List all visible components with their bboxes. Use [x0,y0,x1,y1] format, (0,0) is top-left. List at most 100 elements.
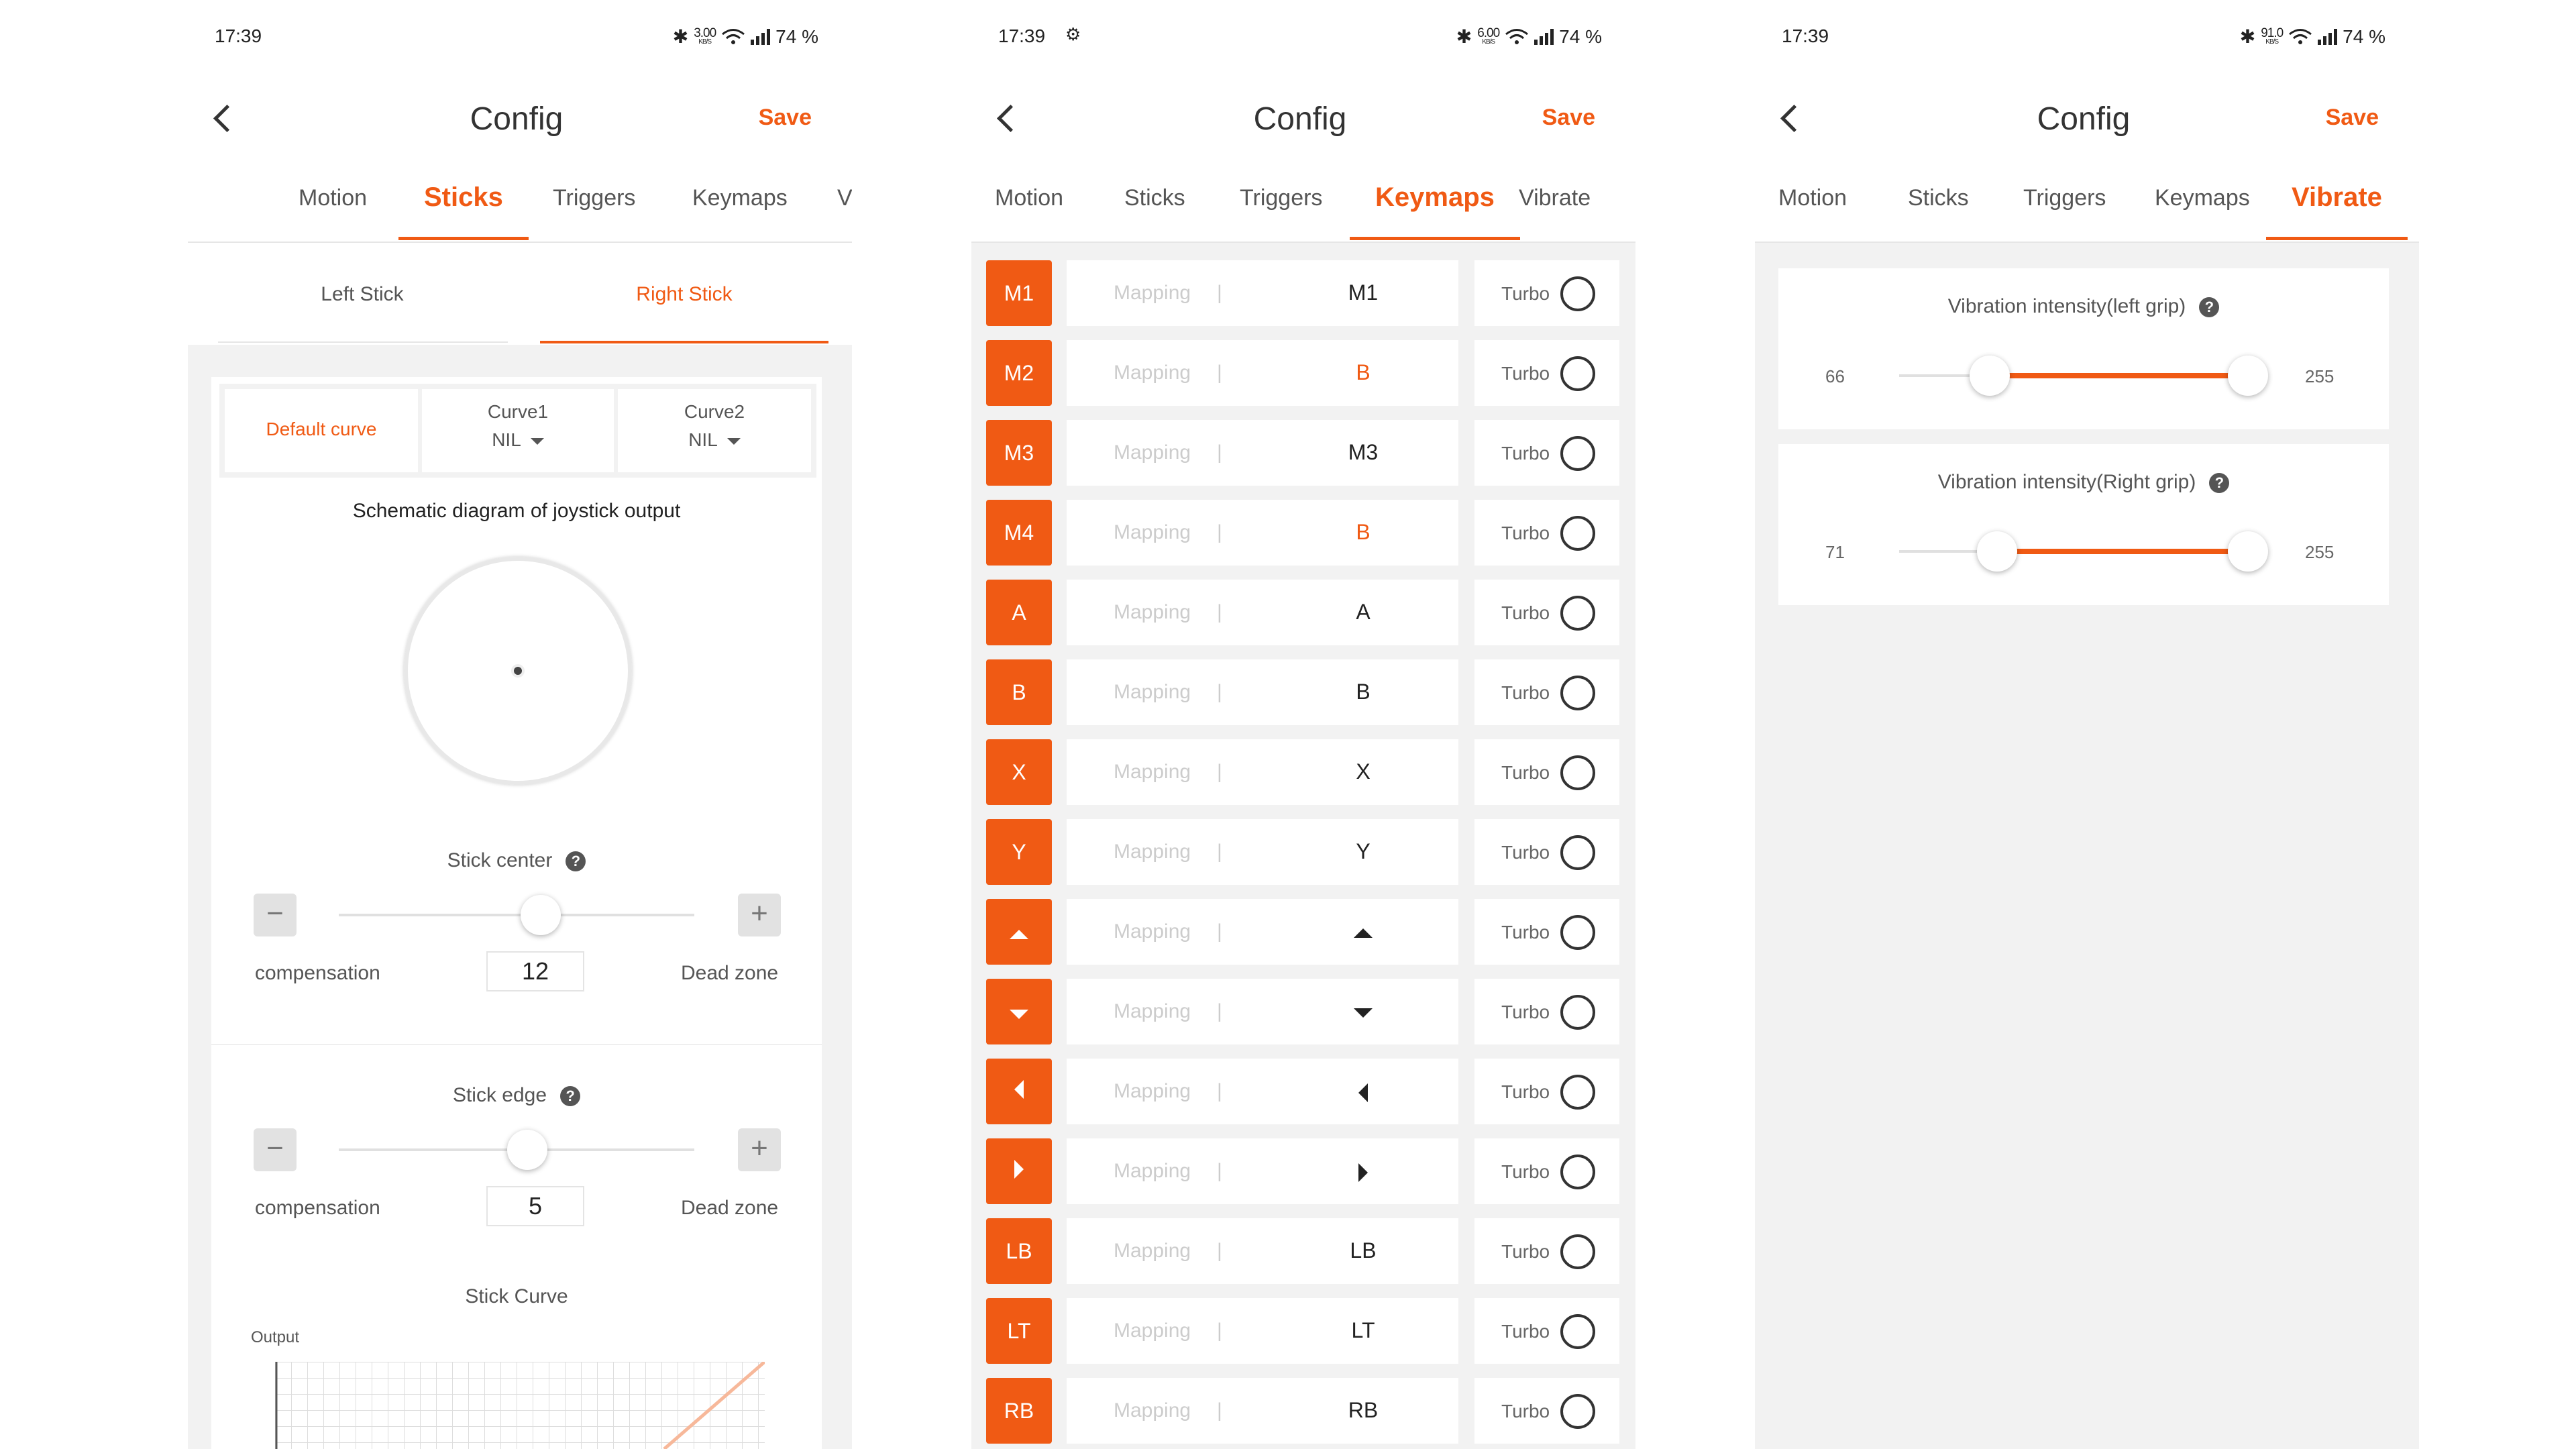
mapping-field[interactable]: Mapping | M3 [1067,420,1458,486]
mapping-field[interactable]: Mapping | [1067,899,1458,965]
edge-value-input[interactable]: 5 [486,1186,584,1226]
turbo-toggle[interactable]: Turbo [1474,1059,1619,1124]
radio-circle-icon[interactable] [1560,676,1595,710]
key-button[interactable]: LT [986,1298,1052,1364]
key-button[interactable]: M3 [986,420,1052,486]
radio-circle-icon[interactable] [1560,596,1595,631]
key-button[interactable] [986,979,1052,1044]
tab-motion[interactable]: Motion [995,185,1064,211]
radio-circle-icon[interactable] [1560,356,1595,391]
tab-sticks[interactable]: Sticks [398,182,529,240]
left-grip-high-knob[interactable] [2228,356,2268,396]
turbo-toggle[interactable]: Turbo [1474,580,1619,645]
turbo-toggle[interactable]: Turbo [1474,979,1619,1044]
right-grip-high-knob[interactable] [2228,531,2268,572]
radio-circle-icon[interactable] [1560,755,1595,790]
left-stick-tab[interactable]: Left Stick [321,283,404,305]
tab-motion[interactable]: Motion [1778,185,1847,211]
mapping-field[interactable]: Mapping | Y [1067,819,1458,885]
radio-circle-icon[interactable] [1560,436,1595,471]
turbo-toggle[interactable]: Turbo [1474,1138,1619,1204]
radio-circle-icon[interactable] [1560,1075,1595,1110]
radio-circle-icon[interactable] [1560,1155,1595,1189]
save-button[interactable]: Save [2325,105,2379,130]
radio-circle-icon[interactable] [1560,1314,1595,1349]
mapping-field[interactable]: Mapping | B [1067,659,1458,725]
turbo-toggle[interactable]: Turbo [1474,420,1619,486]
tab-motion[interactable]: Motion [299,185,368,211]
mapping-field[interactable]: Mapping | [1067,1059,1458,1124]
radio-circle-icon[interactable] [1560,1394,1595,1429]
turbo-toggle[interactable]: Turbo [1474,739,1619,805]
edge-slider-knob[interactable] [507,1130,547,1170]
tab-vibrate[interactable]: Vibrate [1519,185,1591,211]
tab-keymaps[interactable]: Keymaps [1350,182,1520,240]
turbo-toggle[interactable]: Turbo [1474,1218,1619,1284]
radio-circle-icon[interactable] [1560,995,1595,1030]
center-slider-track[interactable] [339,914,694,916]
edge-plus-button[interactable]: + [738,1128,781,1171]
mapping-field[interactable]: Mapping | LT [1067,1298,1458,1364]
mapping-field[interactable]: Mapping | [1067,1138,1458,1204]
right-stick-tab[interactable]: Right Stick [636,283,733,305]
key-button[interactable]: X [986,739,1052,805]
key-button[interactable]: RB [986,1378,1052,1444]
turbo-toggle[interactable]: Turbo [1474,1298,1619,1364]
turbo-toggle[interactable]: Turbo [1474,899,1619,965]
save-button[interactable]: Save [1542,105,1595,130]
tab-triggers[interactable]: Triggers [2023,185,2106,211]
help-icon[interactable]: ? [2209,473,2230,494]
help-icon[interactable]: ? [566,851,586,872]
mapping-field[interactable]: Mapping | LB [1067,1218,1458,1284]
turbo-toggle[interactable]: Turbo [1474,500,1619,566]
key-button[interactable]: A [986,580,1052,645]
curve1-option[interactable]: Curve1 NIL [422,389,614,472]
save-button[interactable]: Save [758,105,812,130]
key-button[interactable]: M4 [986,500,1052,566]
center-minus-button[interactable]: − [254,894,297,936]
radio-circle-icon[interactable] [1560,516,1595,551]
key-button[interactable]: M1 [986,260,1052,326]
mapping-field[interactable]: Mapping | A [1067,580,1458,645]
radio-circle-icon[interactable] [1560,835,1595,870]
turbo-toggle[interactable]: Turbo [1474,659,1619,725]
tab-triggers[interactable]: Triggers [553,185,636,211]
mapping-field[interactable]: Mapping | M1 [1067,260,1458,326]
radio-circle-icon[interactable] [1560,276,1595,311]
edge-minus-button[interactable]: − [254,1128,297,1171]
tab-keymaps[interactable]: Keymaps [2155,185,2250,211]
turbo-toggle[interactable]: Turbo [1474,340,1619,406]
left-grip-low-knob[interactable] [1970,356,2010,396]
turbo-toggle[interactable]: Turbo [1474,819,1619,885]
key-button[interactable] [986,899,1052,965]
tab-triggers[interactable]: Triggers [1240,185,1323,211]
tab-vibrate[interactable]: Vi [837,185,852,211]
radio-circle-icon[interactable] [1560,915,1595,950]
tab-keymaps[interactable]: Keymaps [692,185,788,211]
mapping-field[interactable]: Mapping | [1067,979,1458,1044]
help-icon[interactable]: ? [2199,297,2220,318]
mapping-field[interactable]: Mapping | RB [1067,1378,1458,1444]
right-grip-low-knob[interactable] [1976,531,2017,572]
tab-vibrate[interactable]: Vibrate [2266,182,2408,240]
turbo-toggle[interactable]: Turbo [1474,260,1619,326]
tab-sticks[interactable]: Sticks [1124,185,1185,211]
key-button[interactable]: Y [986,819,1052,885]
mapping-field[interactable]: Mapping | X [1067,739,1458,805]
key-button[interactable]: B [986,659,1052,725]
key-button[interactable]: LB [986,1218,1052,1284]
center-slider-knob[interactable] [521,895,561,935]
help-icon[interactable]: ? [560,1086,581,1107]
key-button[interactable]: M2 [986,340,1052,406]
radio-circle-icon[interactable] [1560,1234,1595,1269]
center-value-input[interactable]: 12 [486,951,584,991]
key-button[interactable] [986,1138,1052,1204]
default-curve-option[interactable]: Default curve [225,389,418,472]
curve2-option[interactable]: Curve2 NIL [618,389,811,472]
key-button[interactable] [986,1059,1052,1124]
turbo-toggle[interactable]: Turbo [1474,1378,1619,1444]
mapping-field[interactable]: Mapping | B [1067,500,1458,566]
mapping-field[interactable]: Mapping | B [1067,340,1458,406]
center-plus-button[interactable]: + [738,894,781,936]
tab-sticks[interactable]: Sticks [1908,185,1969,211]
